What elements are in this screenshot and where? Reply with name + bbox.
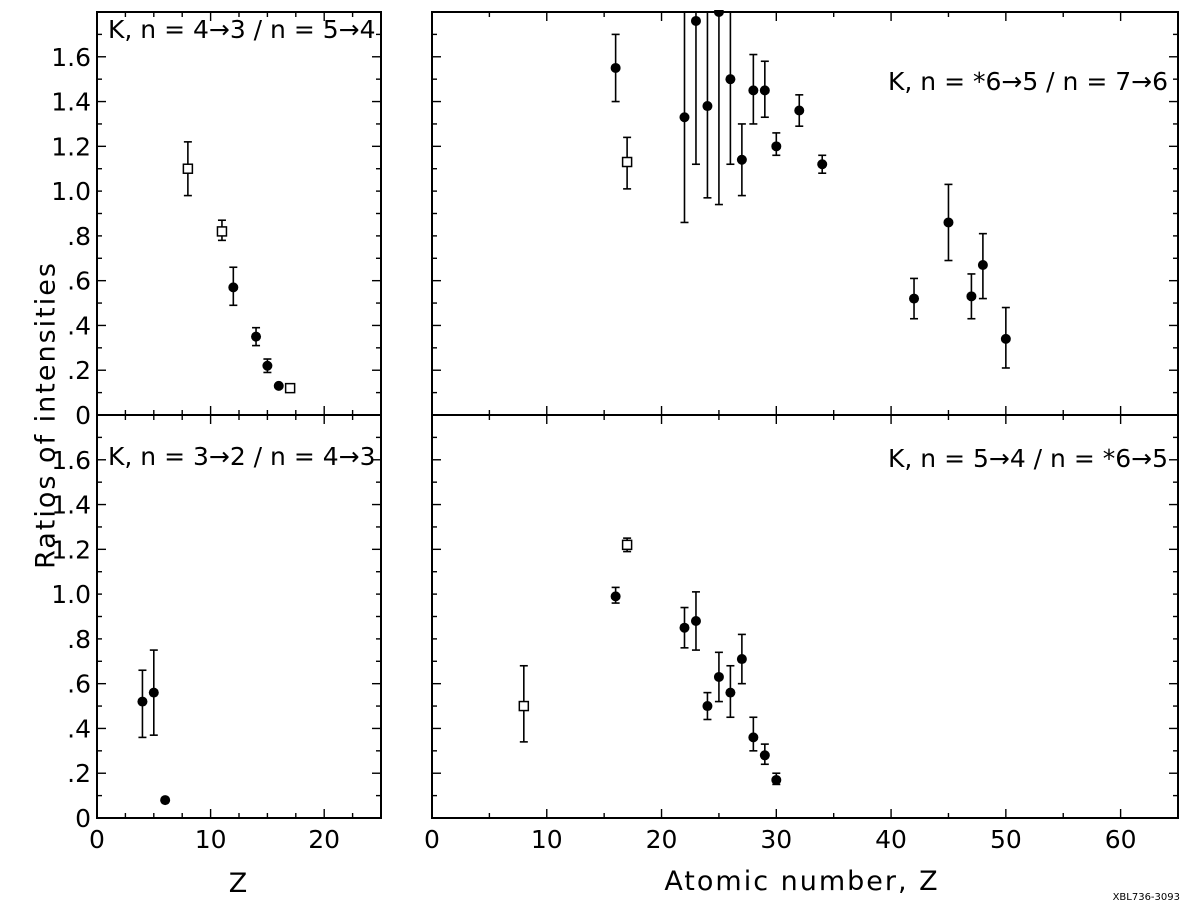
y-tick-label: 1.2	[51, 535, 91, 564]
plot-frame	[431, 414, 1179, 819]
data-point-circle	[725, 687, 736, 698]
data-point-circle	[273, 380, 284, 391]
y-tick-label: .8	[67, 222, 91, 251]
y-tick-label: .2	[67, 356, 91, 385]
y-tick-label: .6	[67, 267, 91, 296]
y-tick-label: 0	[75, 401, 91, 430]
x-axis-label: Atomic number, Z	[664, 866, 939, 897]
x-tick-label: 20	[308, 825, 340, 854]
data-point-circle	[262, 360, 273, 371]
y-tick-label: 1.0	[51, 580, 91, 609]
panel-title: K, n = 4→3 / n = 5→4	[108, 15, 376, 44]
data-point-circle	[610, 591, 621, 602]
panel-top-right: K, n = *6→5 / n = 7→6	[431, 10, 1179, 416]
x-tick-label: 60	[1105, 825, 1137, 854]
data-point-circle	[966, 291, 977, 302]
data-point-circle	[148, 687, 159, 698]
panel-bottom-left: 0 .2 .4 .6 .8 1.0 1.2 1.4 1.6 0 10 20 K, n = 3→2 / n…	[51, 414, 382, 899]
data-point-circle	[748, 85, 759, 96]
plot-frame	[96, 414, 382, 819]
data-point-circle	[771, 141, 782, 152]
data-point-circle	[817, 159, 828, 170]
data-point-circle	[771, 774, 782, 785]
data-point-circle	[160, 795, 171, 806]
panel-bottom-right: 0 10 20 30 40 50 60 K, n = 5→4 / n = *6→5 Atomic…	[424, 414, 1179, 897]
data-point-circle	[690, 615, 701, 626]
data-point-circle	[610, 62, 621, 73]
x-tick-label: 10	[531, 825, 563, 854]
y-tick-label: .2	[67, 759, 91, 788]
y-tick-label: 1.6	[51, 43, 91, 72]
data-point-circle	[736, 154, 747, 165]
data-point-circle	[909, 293, 920, 304]
data-point-circle	[736, 654, 747, 665]
y-tick-label: 1.4	[51, 88, 91, 117]
data-point-circle	[748, 732, 759, 743]
data-point-circle	[690, 15, 701, 26]
y-tick-label: 1.0	[51, 177, 91, 206]
data-point-circle	[1000, 333, 1011, 344]
data-point-circle	[137, 696, 148, 707]
x-axis-label: Z	[229, 868, 250, 899]
panel-top-left: 0 .2 .4 .6 .8 1.0 1.2 1.4 1.6 K, n = 4→3 / n = 5→…	[51, 11, 382, 430]
data-point-square	[621, 156, 633, 168]
data-point-square	[518, 700, 530, 712]
y-tick-label: 1.2	[51, 132, 91, 161]
panel-title: K, n = 3→2 / n = 4→3	[108, 442, 376, 471]
panel-title: K, n = *6→5 / n = 7→6	[888, 67, 1168, 96]
data-point-square	[216, 226, 228, 237]
plot-frame	[96, 11, 382, 416]
data-point-circle	[713, 671, 724, 682]
x-tick-label: 10	[195, 825, 227, 854]
y-tick-label: .6	[67, 670, 91, 699]
data-point-circle	[713, 10, 724, 17]
data-point-circle	[725, 74, 736, 85]
data-point-circle	[679, 112, 690, 123]
y-tick-label: .8	[67, 625, 91, 654]
x-tick-label: 30	[760, 825, 792, 854]
figure-stamp: XBL736-3093	[1113, 892, 1180, 903]
y-tick-label: .4	[67, 311, 91, 340]
data-point-square	[621, 539, 633, 551]
data-point-circle	[228, 282, 239, 293]
data-point-circle	[679, 622, 690, 633]
x-tick-label: 50	[990, 825, 1022, 854]
y-axis-label: Ratios of intensities	[31, 261, 62, 569]
data-point-circle	[702, 701, 713, 712]
data-points	[137, 649, 171, 806]
y-tick-label: 1.6	[51, 446, 91, 475]
x-tick-label: 0	[424, 825, 440, 854]
x-tick-label: 0	[89, 825, 105, 854]
y-tick-label: 0	[75, 804, 91, 833]
data-point-square	[182, 163, 194, 174]
data-point-circle	[759, 750, 770, 761]
data-point-square	[284, 382, 296, 394]
data-point-circle	[251, 331, 262, 342]
y-tick-label: .4	[67, 714, 91, 743]
data-points	[518, 537, 782, 786]
data-point-circle	[702, 101, 713, 112]
data-points	[610, 10, 1011, 369]
x-tick-label: 40	[875, 825, 907, 854]
x-tick-label: 20	[646, 825, 678, 854]
data-point-circle	[977, 259, 988, 270]
data-point-circle	[794, 105, 805, 116]
panel-title: K, n = 5→4 / n = *6→5	[888, 444, 1168, 473]
data-point-circle	[943, 217, 954, 228]
y-tick-label: 1.4	[51, 491, 91, 520]
data-point-circle	[759, 85, 770, 96]
data-points	[182, 141, 296, 394]
